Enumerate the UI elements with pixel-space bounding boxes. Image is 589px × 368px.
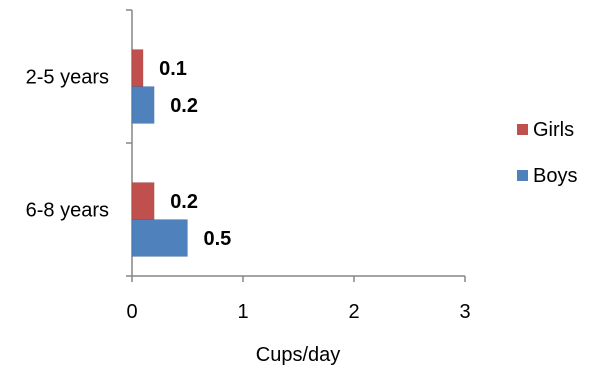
- data-label: 0.5: [204, 228, 232, 250]
- legend-swatch-girls: [517, 124, 528, 135]
- x-axis-label: Cups/day: [256, 344, 341, 366]
- x-tick-label: 1: [237, 301, 248, 323]
- category-label: 2-5 years: [26, 67, 109, 89]
- bar-boys-2: [131, 219, 188, 257]
- x-tick-label: 2: [348, 301, 359, 323]
- data-label: 0.2: [170, 191, 198, 213]
- x-tick-label: 3: [459, 301, 470, 323]
- data-label: 0.2: [170, 95, 198, 117]
- category-label: 6-8 years: [26, 200, 109, 222]
- legend-label-girls: Girls: [533, 119, 574, 141]
- data-label: 0.1: [159, 58, 187, 80]
- bar-girls-2: [131, 182, 155, 220]
- legend-swatch-boys: [517, 170, 528, 181]
- x-tick-label: 0: [126, 301, 137, 323]
- bar-girls-1: [131, 49, 144, 87]
- bar-boys-1: [131, 86, 155, 124]
- legend-label-boys: Boys: [533, 165, 577, 187]
